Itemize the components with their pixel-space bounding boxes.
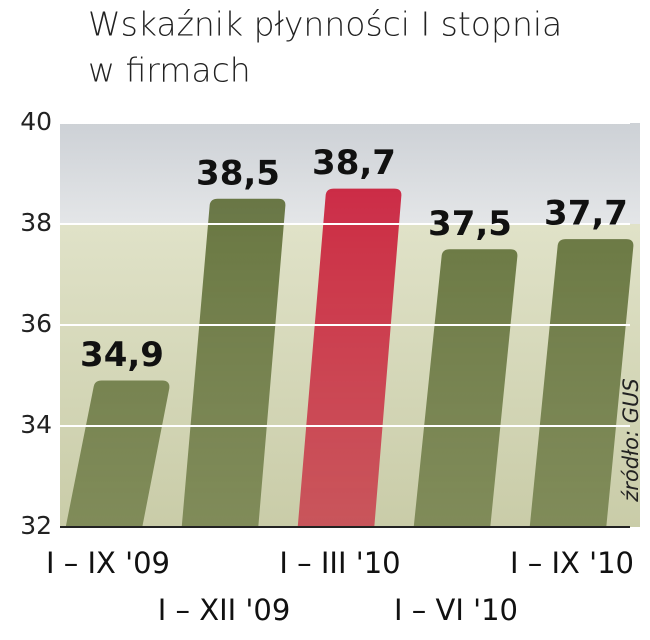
bars: [65, 188, 634, 527]
source: źródło: GUS: [619, 378, 643, 502]
bar: [413, 249, 518, 527]
chart-title: Wskaźnik płynności I stopnia: [88, 5, 562, 44]
y-tick-label: 32: [20, 511, 52, 540]
x-tick-label: I – III '10: [279, 546, 400, 580]
value-label: 37,7: [544, 194, 628, 234]
value-label: 34,9: [80, 335, 164, 375]
bar: [297, 188, 402, 527]
y-tick-label: 36: [20, 309, 52, 338]
value-label: 38,5: [196, 153, 280, 193]
value-label: 38,7: [312, 143, 396, 183]
x-tick-label: I – XII '09: [158, 593, 291, 627]
chart-title: w firmach: [88, 51, 251, 90]
x-tick-label: I – IX '09: [46, 546, 170, 580]
x-tick-label: I – VI '10: [394, 593, 518, 627]
y-tick-label: 38: [20, 208, 52, 237]
bar: [65, 380, 170, 527]
bar: [529, 239, 634, 527]
bar: [181, 198, 286, 527]
y-tick-label: 40: [20, 107, 52, 136]
value-label: 37,5: [428, 204, 512, 244]
x-tick-label: I – IX '10: [510, 546, 634, 580]
y-tick-label: 34: [20, 410, 52, 439]
